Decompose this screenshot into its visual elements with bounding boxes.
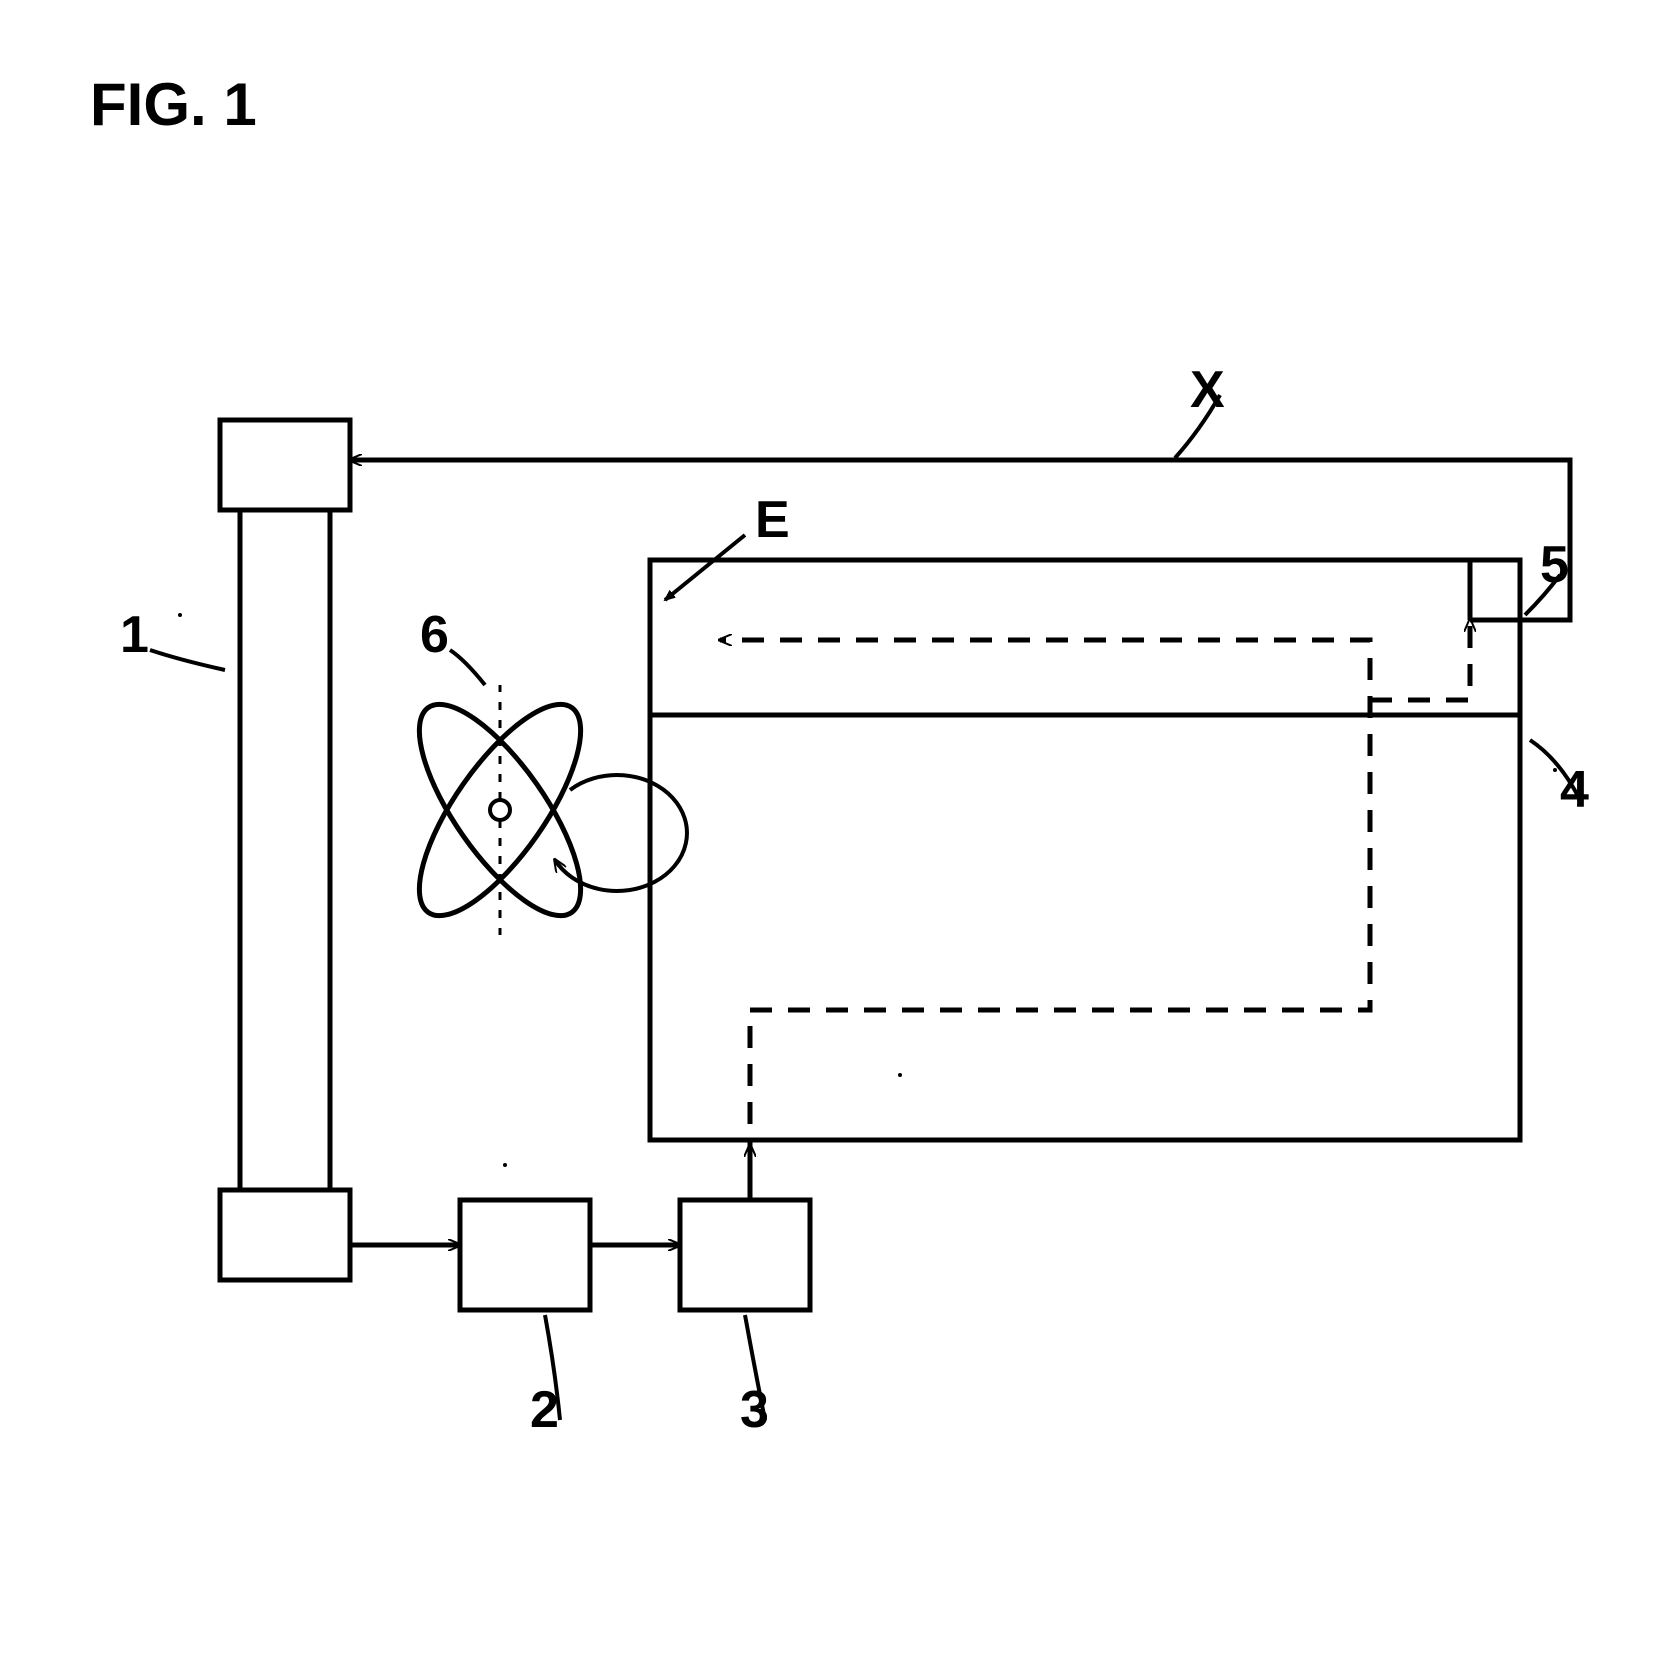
coolant-path xyxy=(720,640,1370,1200)
box-3 xyxy=(680,1200,810,1310)
fan xyxy=(391,682,687,938)
coolant-branch xyxy=(1370,620,1470,700)
fan-rotation-arrow xyxy=(555,775,687,891)
label-1: 1 xyxy=(120,605,149,665)
pipe-5-x xyxy=(350,460,1570,620)
label-6: 6 xyxy=(420,605,449,665)
radiator-body-box xyxy=(240,510,330,1190)
radiator-bottom-box xyxy=(220,1190,350,1280)
pointer-E xyxy=(665,535,745,600)
label-4: 4 xyxy=(1560,760,1589,820)
label-3: 3 xyxy=(740,1380,769,1440)
diagram-canvas: FIG. 1 xyxy=(0,0,1658,1668)
label-2: 2 xyxy=(530,1380,559,1440)
engine-block xyxy=(650,560,1520,1140)
label-E: E xyxy=(755,490,790,550)
leader-1 xyxy=(150,650,225,670)
leader-6 xyxy=(450,650,485,685)
radiator-top-box xyxy=(220,420,350,510)
diagram-svg xyxy=(0,0,1658,1668)
box-2 xyxy=(460,1200,590,1310)
label-5: 5 xyxy=(1540,535,1569,595)
label-X: X xyxy=(1190,360,1225,420)
